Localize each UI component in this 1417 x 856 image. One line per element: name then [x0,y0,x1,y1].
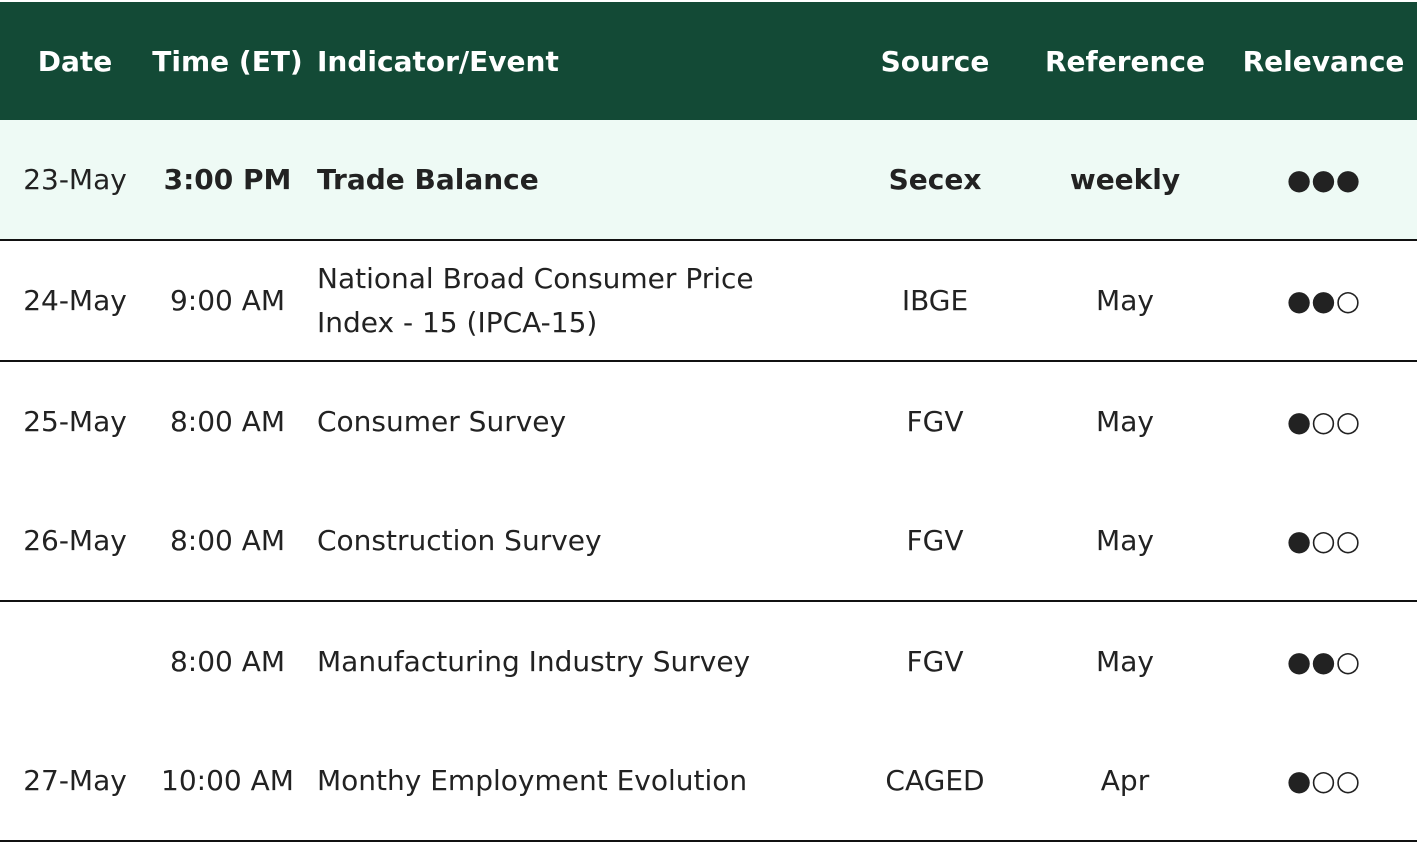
relevance-cell: ●○○ [1230,721,1417,842]
time-cell: 8:00 AM [150,481,305,602]
source-cell: FGV [850,481,1020,602]
table-row: 26-May 8:00 AM Construction Survey FGV May ●○… [0,481,1417,602]
event-cell: Consumer Survey [317,404,567,438]
column-header: Relevance [1230,2,1417,120]
date-cell: 24-May [0,240,150,362]
header-row: Date Time (ET) Indicator/Event Source Refere… [0,2,1417,120]
time-cell: 9:00 AM [150,240,305,362]
source-cell: IBGE [850,240,1020,362]
time-cell: 10:00 AM [150,721,305,842]
time-cell: 8:00 AM [169,405,286,438]
source-cell: CAGED [850,721,1020,842]
table-row: 8:00 AM Manufacturing Industry Survey FGV M… [0,601,1417,721]
reference-cell: May [1096,405,1154,438]
event-cell: Manufacturing Industry Survey [317,644,751,678]
source-cell: Secex [850,120,1020,241]
time-cell: 8:00 AM [169,645,286,678]
table-row: 23-May 3:00 PM Trade Balance Secex weekly ●●● [0,120,1417,241]
table-body: 23-May 3:00 PM Trade Balance Secex weekly ●●●… [0,120,1417,842]
column-header: Indicator/Event [305,2,850,120]
source-cell: FGV [906,645,964,678]
table-row: 25-May 8:00 AM Consumer Survey FGV May ●○○ [0,361,1417,481]
table-row: 24-May 9:00 AM National Broad Consumer Pri… [0,240,1417,362]
event-cell: Trade Balance [305,120,850,241]
event-cell: Construction Survey [305,481,850,602]
event-cell: National Broad Consumer Price Index - 15… [305,240,850,362]
event-cell: Monthy Employment Evolution [305,721,850,842]
time-cell: 3:00 PM [150,120,305,241]
date-cell: 27-May [0,721,150,842]
reference-cell: Apr [1020,721,1230,842]
reference-cell: May [1020,240,1230,362]
reference-cell: May [1096,645,1154,678]
column-header: Reference [1020,2,1230,120]
column-header: Time (ET) [150,2,305,120]
relevance-cell: ●○○ [1286,405,1361,438]
relevance-cell: ●●○ [1230,240,1417,362]
date-cell: 26-May [0,481,150,602]
column-header: Source [850,2,1020,120]
relevance-cell: ●○○ [1230,481,1417,602]
column-header: Date [0,2,150,120]
table-row: 27-May 10:00 AM Monthy Employment Evolutio… [0,721,1417,842]
reference-cell: May [1020,481,1230,602]
date-cell [0,601,150,721]
reference-cell: weekly [1020,120,1230,241]
relevance-cell: ●●● [1230,120,1417,241]
date-cell: 25-May [23,405,127,438]
date-cell: 23-May [0,120,150,241]
source-cell: FGV [906,405,964,438]
relevance-cell: ●●○ [1286,645,1361,678]
